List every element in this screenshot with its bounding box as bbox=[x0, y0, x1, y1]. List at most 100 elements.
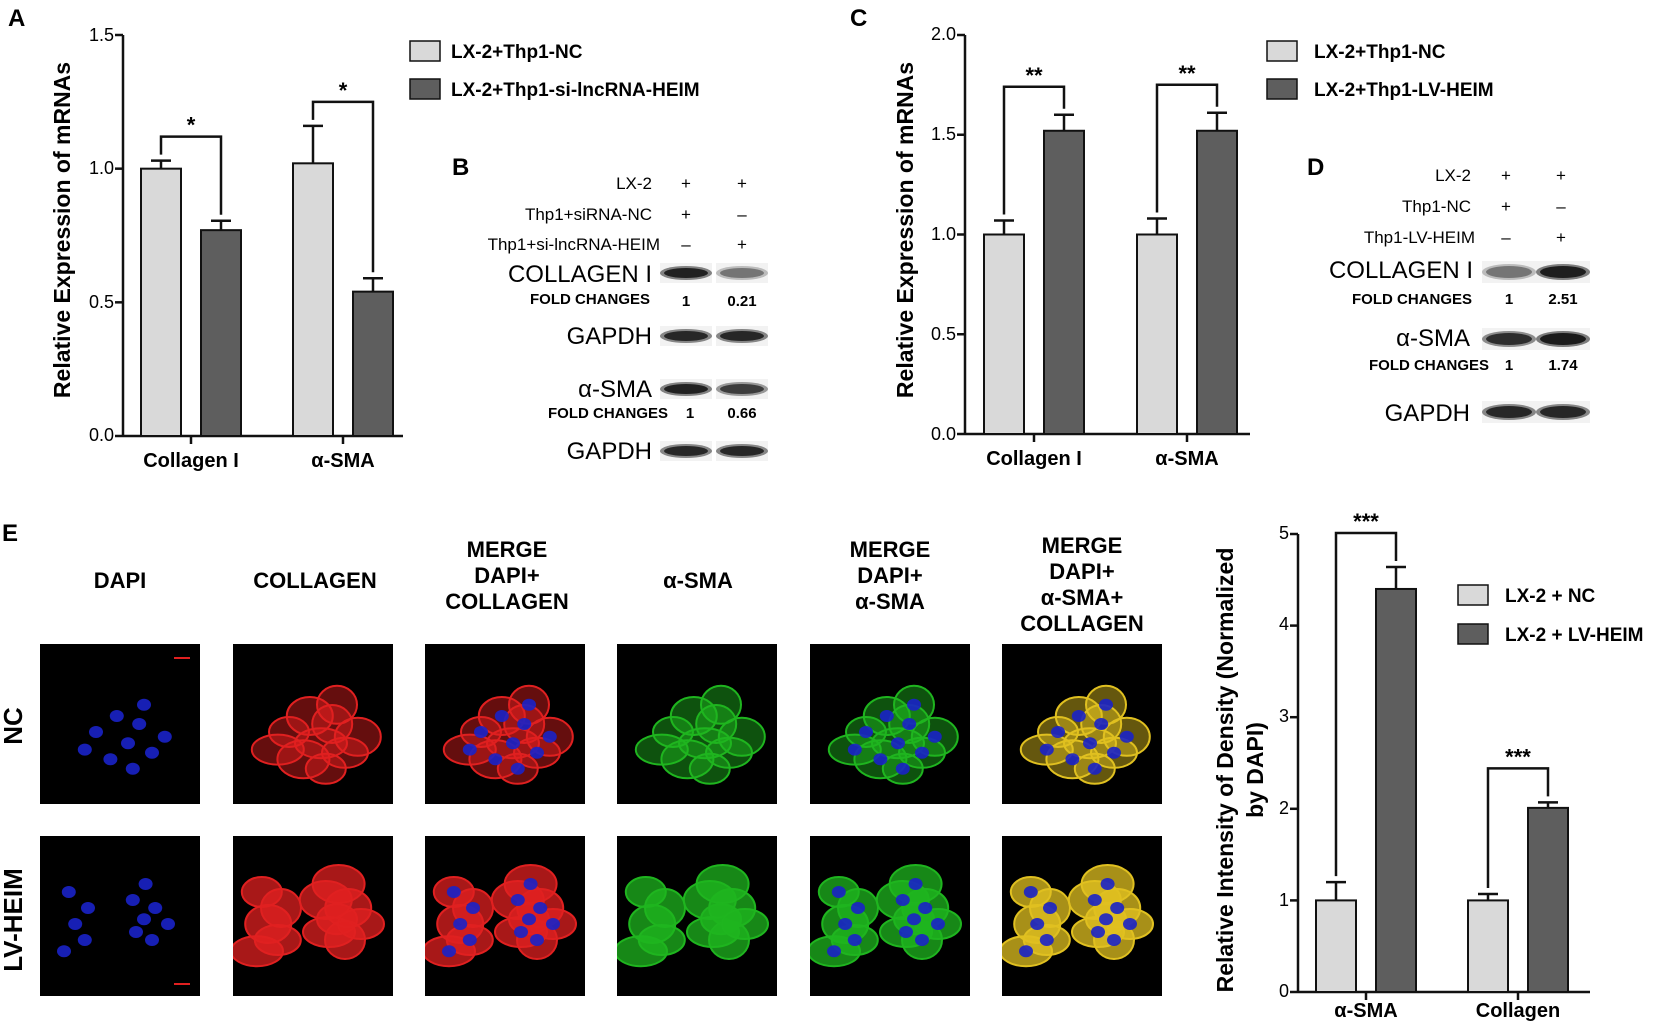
blot-d-band-0-0-core bbox=[1486, 266, 1532, 278]
micrograph-tile-nc-5 bbox=[1002, 644, 1162, 804]
micrograph-content-0-2 bbox=[442, 684, 574, 785]
micrograph-tile-lv-heim-2 bbox=[425, 836, 585, 996]
y-axis-title-e-line-2: by DAPI) bbox=[1242, 722, 1268, 818]
blot-d-fold-label-collagen: FOLD CHANGES bbox=[1352, 291, 1472, 308]
micrograph-background-1-0 bbox=[40, 836, 200, 996]
blot-d-band-2-1-core bbox=[1540, 406, 1586, 418]
blot-b-band-2-1-core bbox=[720, 384, 764, 394]
blot-d-band-2-0 bbox=[1482, 401, 1536, 423]
bar-chart-a: Relative Expression of mRNAs Collagen I … bbox=[49, 25, 700, 472]
y-tick-label-c-4: 2.0 bbox=[931, 24, 956, 44]
nucleus-0-5-9 bbox=[1099, 698, 1113, 711]
y-tick-label-a-2: 1.0 bbox=[89, 158, 114, 178]
nucleus-0-2-2 bbox=[506, 737, 520, 750]
micrograph-grid bbox=[40, 644, 1162, 996]
nucleus-1-4-0 bbox=[831, 886, 846, 898]
nucleus-1-0-4 bbox=[77, 934, 92, 946]
nucleus-1-5-11 bbox=[1100, 878, 1115, 890]
nucleus-0-0-5 bbox=[103, 753, 118, 766]
y-tick-label-c-0: 0.0 bbox=[931, 424, 956, 444]
nucleus-0-4-3 bbox=[902, 718, 917, 730]
panel-label-a: A bbox=[8, 5, 25, 32]
blot-d-band-0-1-core bbox=[1540, 266, 1586, 278]
blot-b-row-label-collagen: COLLAGEN I bbox=[508, 261, 652, 288]
nucleus-0-4-2 bbox=[891, 737, 905, 750]
micrograph-tile-nc-2 bbox=[425, 644, 585, 804]
bar-e-1-0 bbox=[1375, 587, 1417, 994]
blot-d-band-1-1 bbox=[1536, 328, 1590, 350]
micrograph-header-4-line-0: MERGE bbox=[850, 537, 931, 562]
blot-b-band-3-1 bbox=[716, 441, 768, 461]
bar-c-1-1 bbox=[1196, 129, 1238, 435]
nucleus-1-2-1 bbox=[453, 918, 468, 930]
micrograph-header-2-line-0: MERGE bbox=[467, 537, 548, 562]
nucleus-0-4-6 bbox=[895, 762, 910, 775]
nucleus-0-0-3 bbox=[132, 718, 147, 730]
cytoplasm-0-3-8 bbox=[634, 733, 689, 766]
micrograph-header-2-line-1: DAPI+ bbox=[474, 563, 539, 588]
nucleus-1-2-6 bbox=[522, 913, 536, 926]
micrograph-header-2-line-2: COLLAGEN bbox=[445, 589, 568, 614]
blot-b-band-0-0 bbox=[660, 263, 712, 283]
micrograph-content-1-1 bbox=[233, 864, 385, 968]
category-label-c-1: α-SMA bbox=[1155, 448, 1218, 470]
blot-b-row-label-asma: α-SMA bbox=[578, 376, 652, 403]
nucleus-1-4-4 bbox=[847, 934, 862, 946]
nucleus-1-5-5 bbox=[1087, 894, 1102, 906]
nucleus-1-0-11 bbox=[138, 878, 153, 890]
nucleus-0-4-1 bbox=[879, 710, 894, 722]
blot-d-condition-label-0: LX-2 bbox=[1435, 166, 1471, 185]
nucleus-1-5-10 bbox=[1123, 918, 1137, 930]
micrograph-tile-nc-3 bbox=[617, 644, 777, 804]
nucleus-1-0-3 bbox=[81, 902, 95, 914]
legend-label-e-1: LX-2 + LV-HEIM bbox=[1505, 625, 1643, 646]
bar-c-0-1 bbox=[1136, 233, 1178, 435]
category-label-e-0: α-SMA bbox=[1334, 1000, 1397, 1022]
blot-d-condition-mark-1-0: + bbox=[1501, 197, 1511, 216]
blot-b-band-2-1 bbox=[716, 379, 768, 399]
significance-bracket-a-1 bbox=[311, 100, 375, 273]
legend-label-c-1: LX-2+Thp1-LV-HEIM bbox=[1314, 80, 1494, 101]
significance-bracket-c-1 bbox=[1155, 83, 1219, 213]
cytoplasm-0-1-1 bbox=[285, 696, 334, 736]
micrograph-column-headers: DAPI COLLAGENMERGEDAPI+COLLAGENα-SMAMERGE… bbox=[94, 533, 1144, 636]
blot-b-fold-asma-1: 0.66 bbox=[727, 405, 756, 422]
nucleus-0-4-5 bbox=[873, 753, 888, 766]
micrograph-header-4-line-2: α-SMA bbox=[855, 589, 925, 614]
blot-b-band-0-0-core bbox=[664, 268, 708, 278]
blot-b-row-label-gapdh-1: GAPDH bbox=[567, 323, 652, 350]
nucleus-0-0-6 bbox=[125, 762, 140, 775]
blot-b-fold-collagen-1: 0.21 bbox=[727, 293, 756, 310]
blot-b-condition-mark-1-0: + bbox=[681, 205, 691, 224]
blot-d-condition-mark-2-0: – bbox=[1501, 228, 1511, 247]
blot-b-band-3-0 bbox=[660, 441, 712, 461]
blot-d-band-0-1 bbox=[1536, 261, 1590, 283]
significance-bracket-e-1 bbox=[1486, 767, 1550, 888]
nucleus-1-4-5 bbox=[895, 894, 910, 906]
micrograph-header-5-line-3: COLLAGEN bbox=[1020, 611, 1143, 636]
blot-b-band-1-0-core bbox=[664, 331, 708, 341]
nucleus-1-2-4 bbox=[462, 934, 477, 946]
blot-d-row-label-gapdh: GAPDH bbox=[1385, 400, 1470, 427]
blot-d-band-2-1 bbox=[1536, 401, 1590, 423]
nucleus-0-4-0 bbox=[859, 726, 873, 738]
blot-b-condition-mark-0-0: + bbox=[681, 174, 691, 193]
significance-label-a-1: * bbox=[339, 78, 348, 103]
blot-b-band-0-1 bbox=[716, 263, 768, 283]
bar-e-1-1 bbox=[1527, 806, 1569, 993]
nucleus-1-2-10 bbox=[546, 918, 560, 930]
blot-d-condition-mark-1-1: – bbox=[1556, 197, 1566, 216]
micrograph-tile-nc-1 bbox=[233, 644, 393, 804]
blot-b-fold-label-collagen: FOLD CHANGES bbox=[530, 291, 650, 308]
legend-label-a-1: LX-2+Thp1-si-lncRNA-HEIM bbox=[451, 80, 700, 101]
y-tick-label-a-3: 1.5 bbox=[89, 25, 114, 45]
panel-label-c: C bbox=[850, 5, 867, 32]
y-tick-label-a-0: 0.0 bbox=[89, 425, 114, 445]
blot-d-fold-collagen-0: 1 bbox=[1505, 291, 1513, 308]
cytoplasm-1-1-3 bbox=[260, 888, 302, 928]
blot-d-band-1-0 bbox=[1482, 328, 1536, 350]
bar-a-0-1 bbox=[292, 162, 334, 437]
nucleus-0-0-8 bbox=[77, 743, 92, 756]
